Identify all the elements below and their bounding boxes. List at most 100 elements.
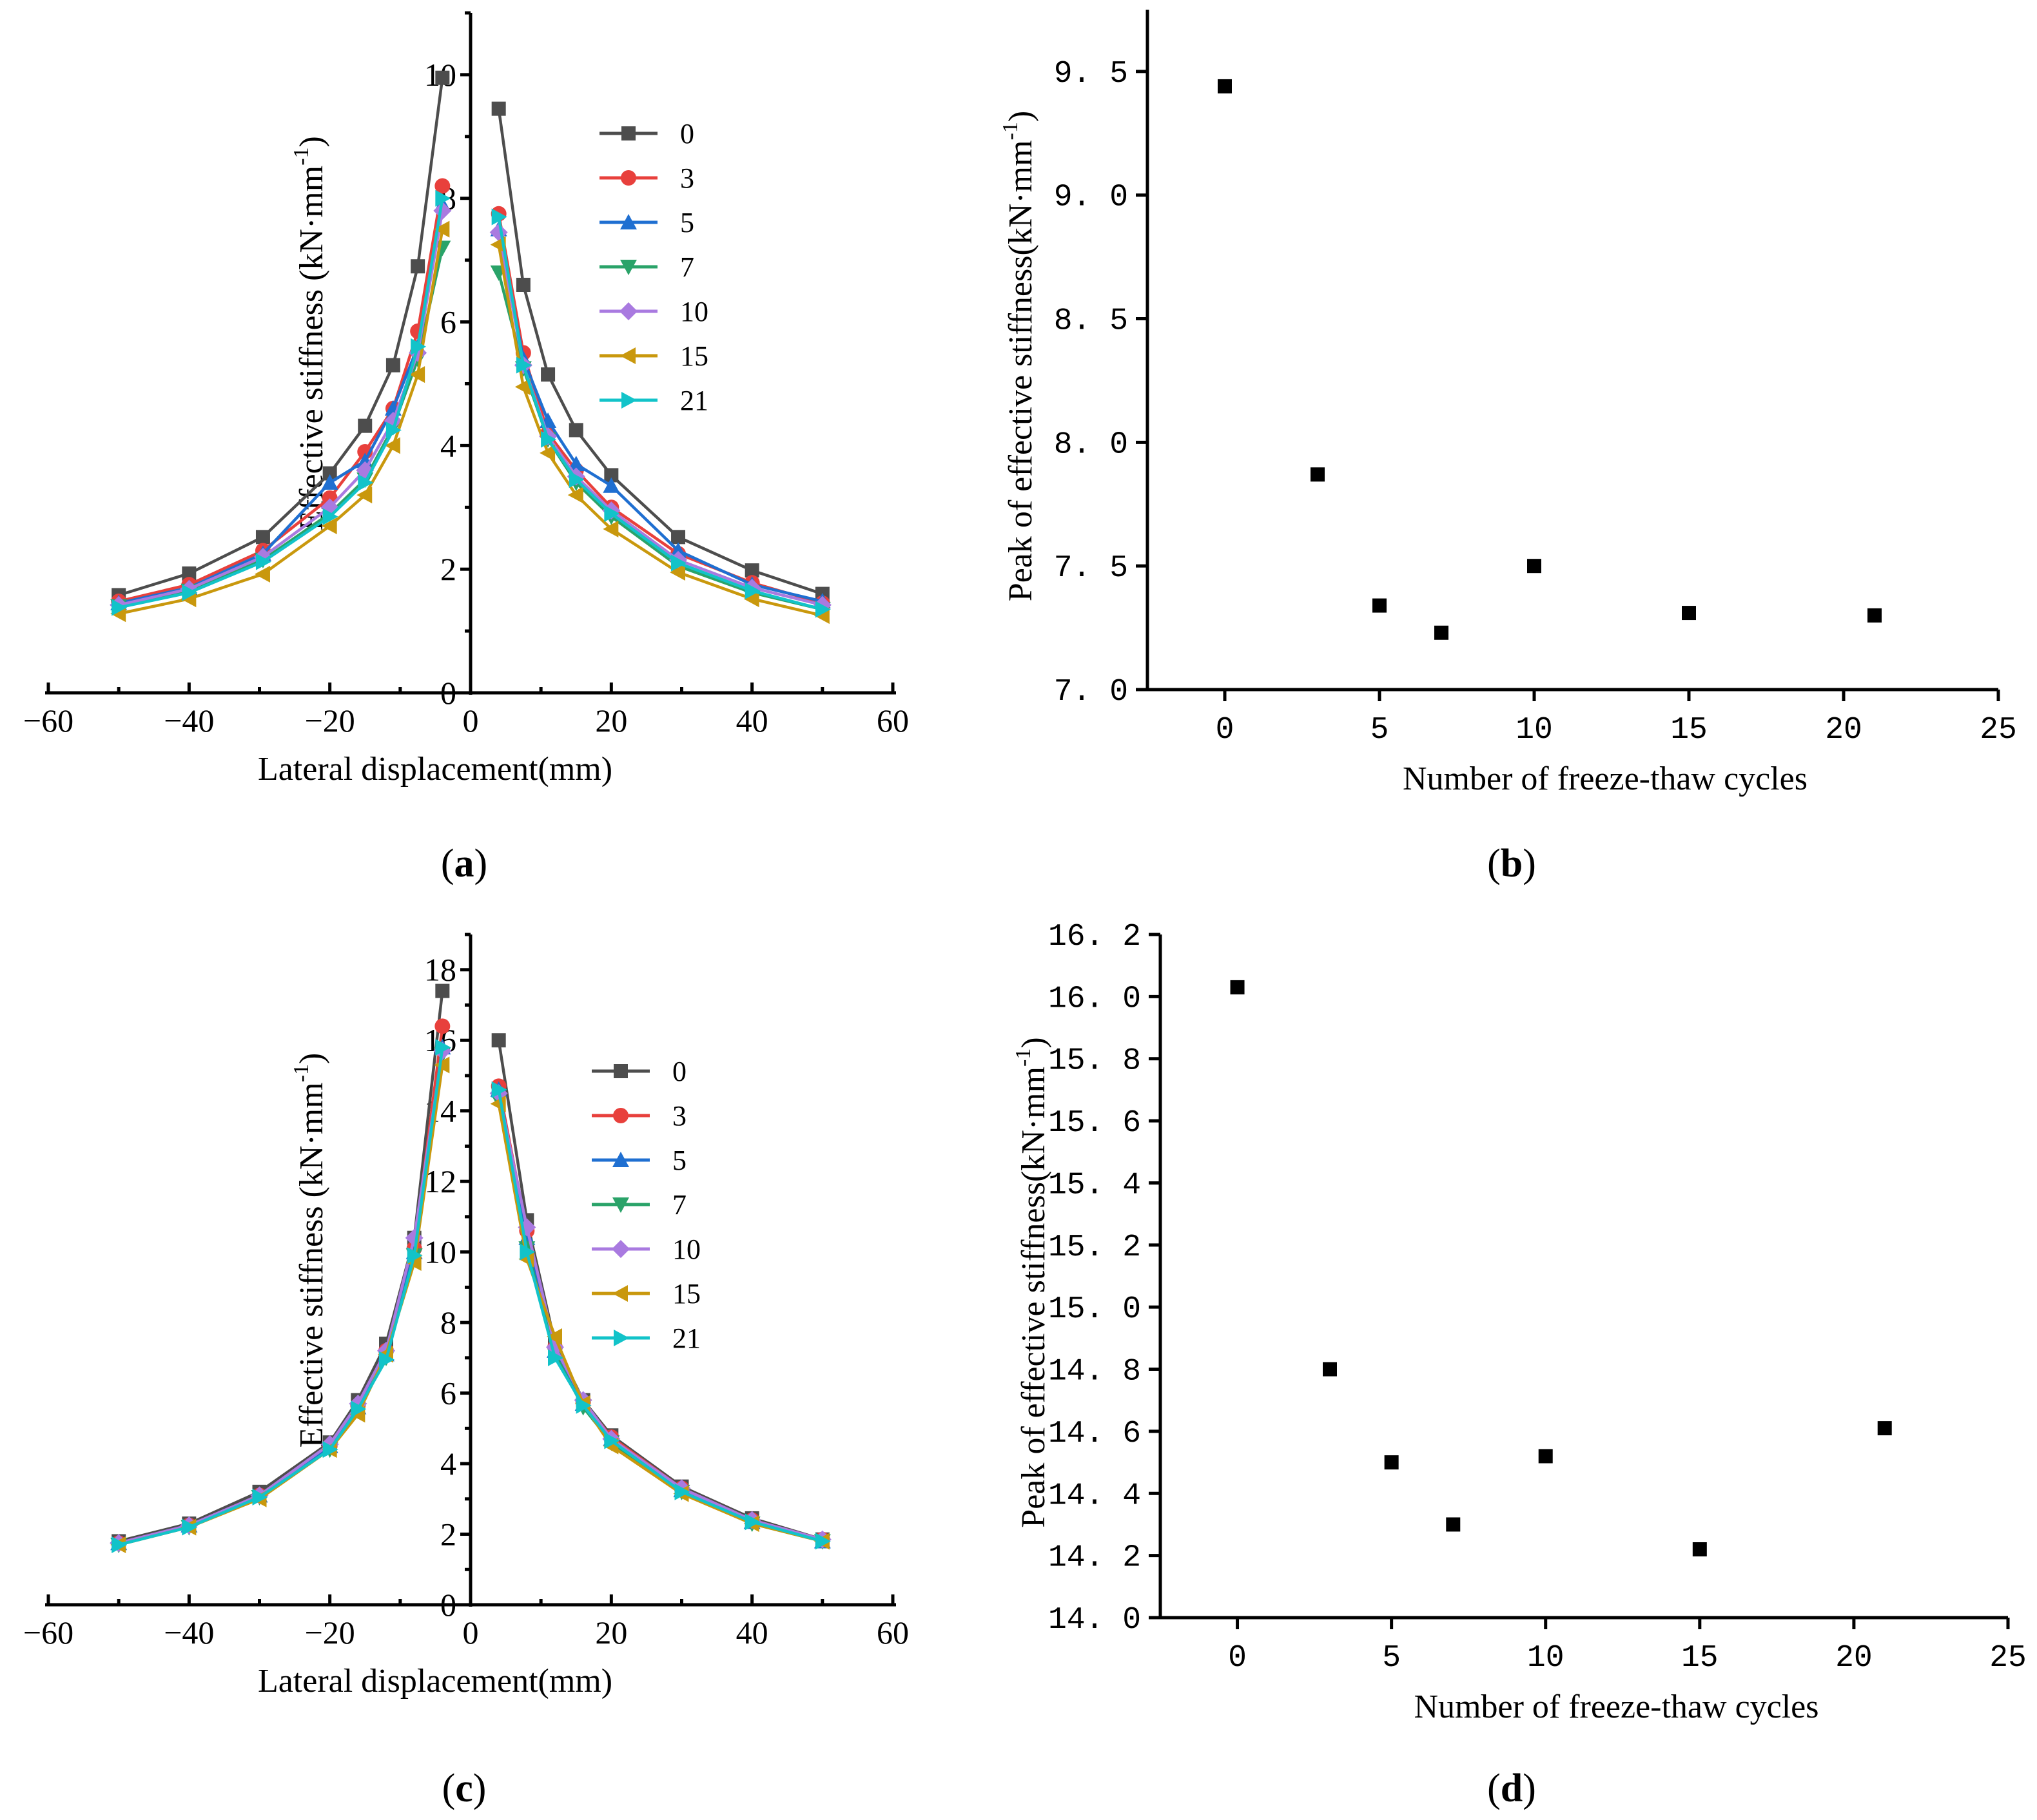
legend-label: 3 bbox=[680, 162, 694, 194]
data-point bbox=[603, 520, 619, 537]
x-tick-label: 25 bbox=[1989, 1641, 2027, 1676]
data-point bbox=[604, 505, 620, 522]
series-line-left bbox=[118, 247, 444, 608]
data-point bbox=[434, 240, 451, 257]
legend-marker bbox=[612, 1240, 630, 1258]
legend-label: 7 bbox=[680, 251, 694, 283]
data-point bbox=[351, 1400, 367, 1418]
scatter-point bbox=[1218, 79, 1232, 93]
data-point bbox=[603, 477, 620, 493]
data-point bbox=[385, 421, 402, 439]
series-21 bbox=[112, 1039, 831, 1553]
data-point bbox=[434, 220, 450, 238]
data-point bbox=[514, 378, 531, 396]
y-tick-label: 15. 0 bbox=[1048, 1292, 1141, 1327]
series-line-right bbox=[497, 1092, 823, 1541]
legend-marker bbox=[612, 1197, 629, 1213]
scatter-point bbox=[1877, 1421, 1892, 1436]
data-point bbox=[409, 366, 425, 383]
series-line-right bbox=[497, 217, 823, 611]
data-point bbox=[252, 1489, 268, 1506]
scatter-point bbox=[1682, 606, 1696, 621]
x-tick-label: 20 bbox=[1835, 1641, 1873, 1676]
y-tick-label: 15. 8 bbox=[1048, 1044, 1141, 1079]
y-tick-label: 6 bbox=[440, 304, 456, 340]
x-tick-label: −40 bbox=[164, 702, 214, 739]
legend-marker bbox=[620, 214, 637, 229]
data-point bbox=[604, 468, 619, 483]
panel-d-scatter-chart: 0 5 10 15 20 25 14. 0 14. 2 14. 4 14. 6 14. 8 15. 0… bbox=[1011, 920, 2027, 1725]
series-line-right bbox=[497, 1040, 823, 1541]
legend-label: 10 bbox=[672, 1234, 701, 1265]
data-point bbox=[433, 201, 452, 220]
series-15 bbox=[110, 220, 830, 624]
y-tick-label: 8. 5 bbox=[1054, 304, 1128, 339]
panel-b-scatter-chart: 0 5 10 15 20 25 7. 0 7. 5 8. 0 8. 5 9. 0 9. 5 Number… bbox=[999, 10, 2017, 797]
y-tick-label: 16. 2 bbox=[1048, 920, 1141, 954]
x-tick-label: 20 bbox=[595, 1614, 627, 1651]
series-line-left bbox=[118, 186, 444, 603]
x-tick-label: 20 bbox=[595, 702, 627, 739]
legend-label: 0 bbox=[680, 118, 694, 150]
data-point bbox=[491, 101, 506, 116]
y-tick-label: 6 bbox=[440, 1375, 456, 1411]
panel-label-b: (b) bbox=[1487, 842, 1536, 886]
legend-marker bbox=[614, 1330, 629, 1346]
data-point bbox=[385, 358, 400, 373]
panel-label-c: (c) bbox=[442, 1767, 487, 1810]
x-tick-label: 20 bbox=[1825, 713, 1862, 748]
legend-marker bbox=[619, 302, 638, 320]
series-0 bbox=[112, 70, 830, 603]
legend-label: 10 bbox=[680, 296, 708, 327]
x-tick-label: −20 bbox=[305, 1614, 355, 1651]
y-tick-label: 14. 0 bbox=[1048, 1603, 1141, 1638]
data-point bbox=[745, 563, 759, 578]
y-tick-label: 15. 6 bbox=[1048, 1106, 1141, 1141]
legend-label: 15 bbox=[680, 340, 708, 372]
series-21 bbox=[112, 189, 831, 618]
data-point bbox=[182, 566, 197, 581]
x-tick-label: 25 bbox=[1980, 713, 2017, 748]
scatter-points bbox=[1230, 980, 1892, 1556]
data-point bbox=[541, 367, 556, 382]
legend-label: 15 bbox=[672, 1278, 701, 1310]
data-point bbox=[491, 1081, 507, 1098]
data-point bbox=[254, 565, 270, 583]
y-tick-label: 15. 4 bbox=[1048, 1168, 1141, 1203]
y-axis-title: Effective stiffness (kN·mm-1) bbox=[289, 1053, 330, 1448]
x-tick-label: 0 bbox=[1216, 713, 1234, 748]
data-point bbox=[321, 518, 337, 535]
scatter-point bbox=[1692, 1542, 1707, 1556]
legend-marker bbox=[612, 1152, 629, 1167]
data-point bbox=[434, 178, 451, 194]
data-point bbox=[356, 487, 373, 504]
data-point bbox=[541, 431, 557, 448]
data-point bbox=[112, 1536, 128, 1553]
data-point bbox=[569, 471, 585, 489]
y-tick-label: 0 bbox=[440, 675, 456, 711]
legend-marker bbox=[613, 1108, 629, 1123]
legend: 0 3 5 7 10 15 21 bbox=[599, 118, 708, 416]
y-tick-label: 14. 6 bbox=[1048, 1417, 1141, 1451]
x-tick-label: −40 bbox=[164, 1614, 214, 1651]
x-tick-label: 40 bbox=[736, 1614, 768, 1651]
y-tick-label: 18 bbox=[424, 952, 456, 988]
data-point bbox=[815, 1533, 831, 1550]
legend-label: 3 bbox=[672, 1100, 687, 1132]
x-tick-label: 60 bbox=[877, 702, 909, 739]
data-point bbox=[491, 1033, 506, 1048]
data-point bbox=[407, 1247, 423, 1264]
scatter-point bbox=[1538, 1449, 1553, 1464]
data-point bbox=[379, 1351, 395, 1368]
y-tick-label: 14. 8 bbox=[1048, 1355, 1141, 1389]
y-tick-label: 10 bbox=[424, 1234, 456, 1270]
data-point bbox=[435, 1039, 451, 1056]
scatter-point bbox=[1434, 625, 1448, 640]
data-point bbox=[670, 563, 686, 581]
legend-marker bbox=[621, 170, 636, 186]
data-point bbox=[434, 1018, 451, 1034]
legend-marker bbox=[620, 260, 637, 275]
y-tick-label: 7. 5 bbox=[1054, 551, 1128, 586]
data-point bbox=[322, 466, 337, 481]
x-tick-label: −60 bbox=[23, 1614, 73, 1651]
